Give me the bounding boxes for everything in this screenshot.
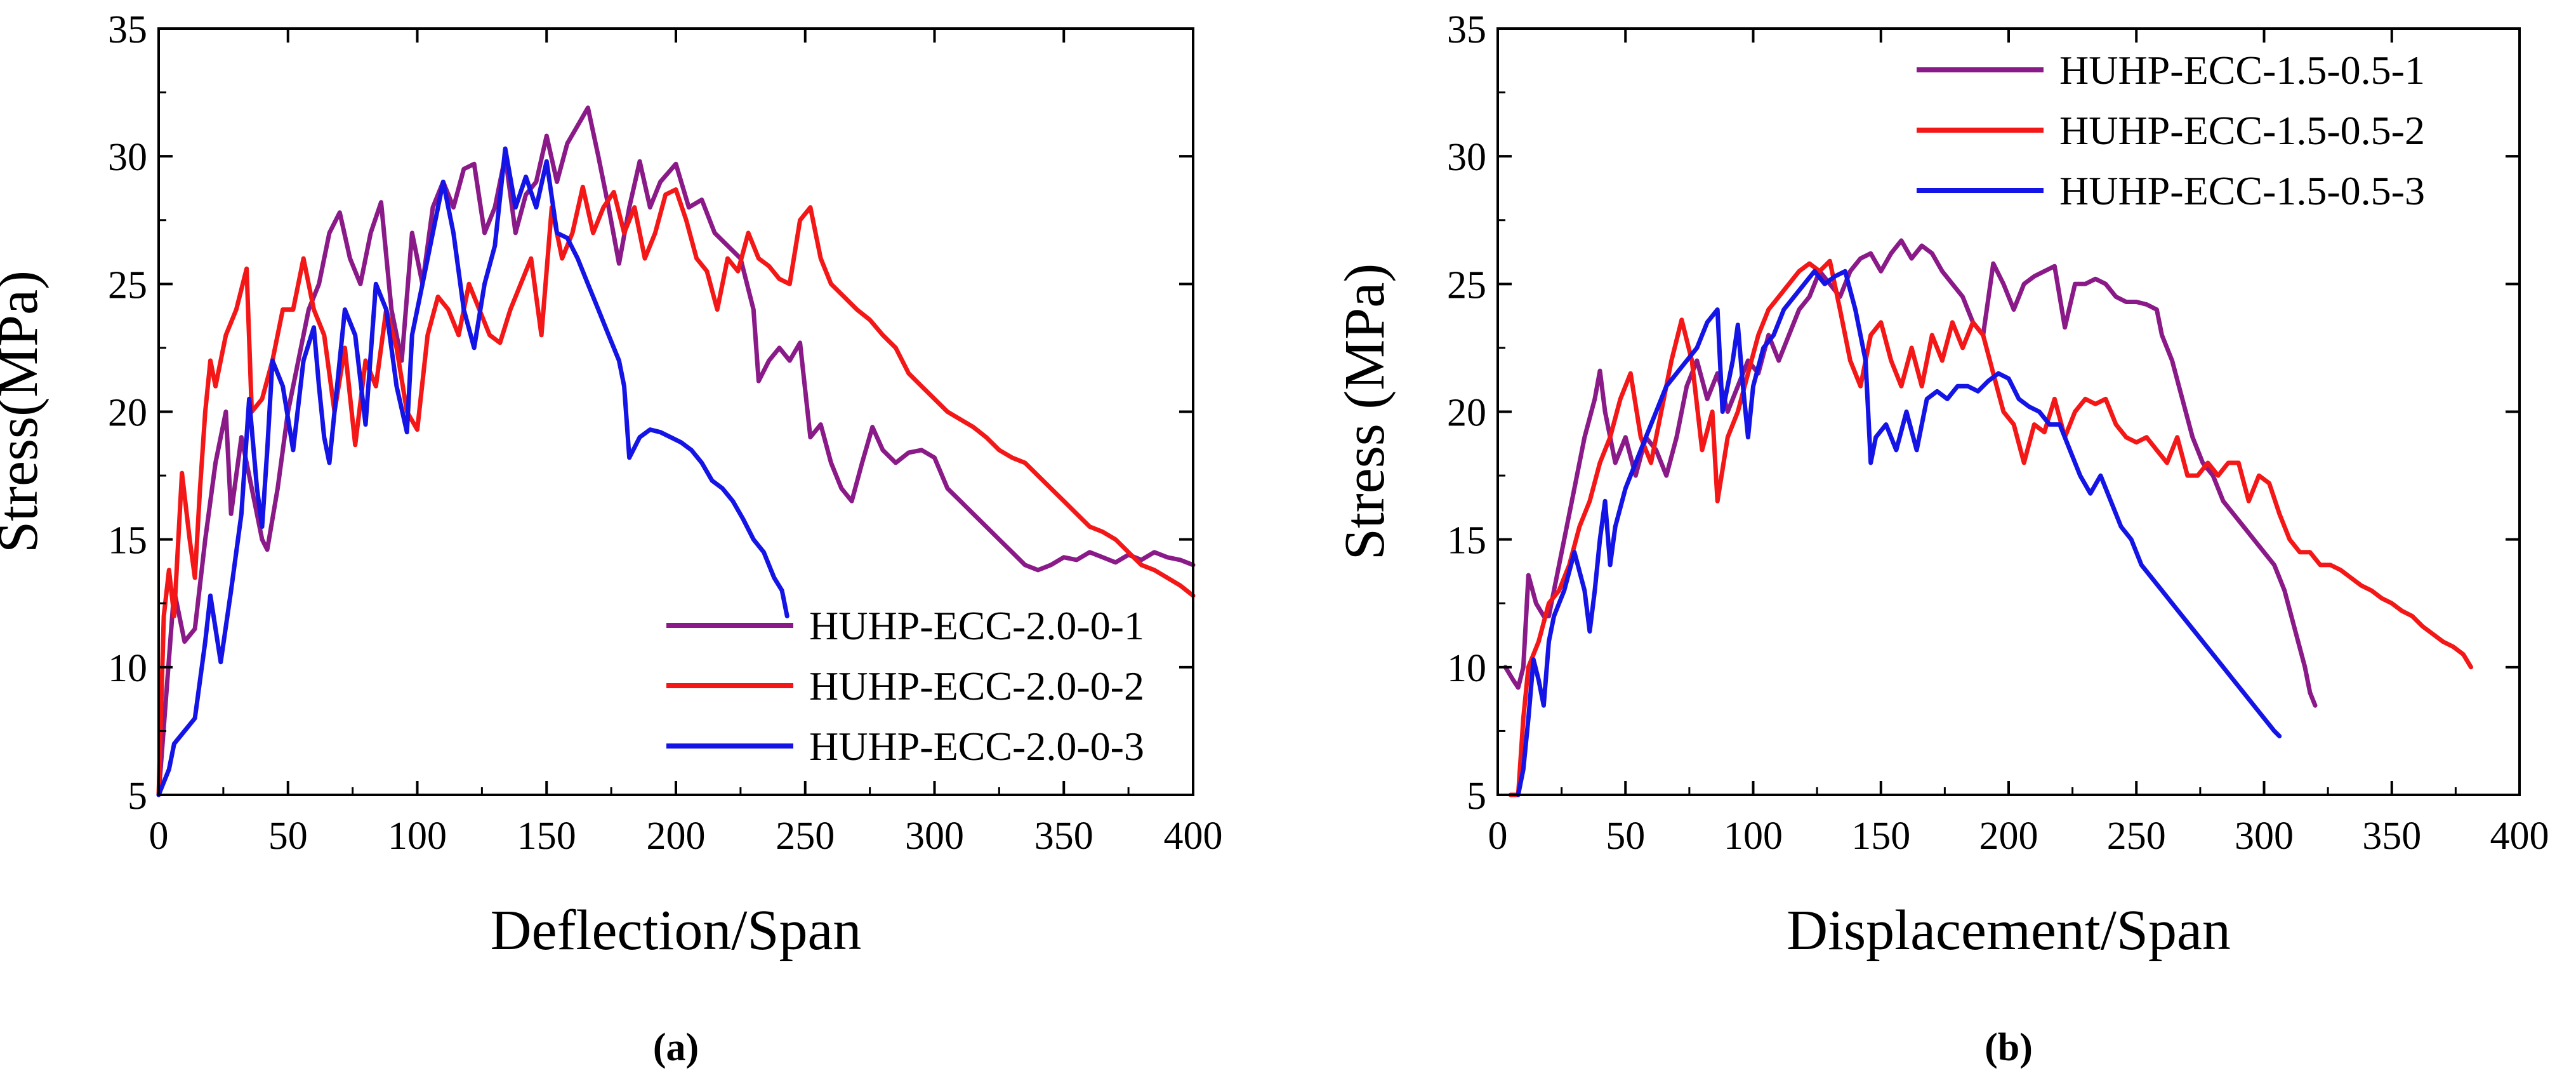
legend-label-1: HUHP-ECC-2.0-0-1 xyxy=(809,603,1144,648)
x-tick-label: 350 xyxy=(1034,815,1093,858)
x-tick-label: 300 xyxy=(905,815,964,858)
series-line-2 xyxy=(156,184,1196,797)
y-tick-label: 25 xyxy=(1447,263,1486,307)
legend-label-3: HUHP-ECC-1.5-0.5-3 xyxy=(2059,168,2425,213)
series-line-3 xyxy=(156,146,789,797)
x-tick-label: 100 xyxy=(388,815,447,858)
x-axis-label: Deflection/Span xyxy=(491,899,862,962)
series-line-1 xyxy=(156,105,1196,797)
x-tick-label: 200 xyxy=(1979,815,2038,858)
y-tick-label: 30 xyxy=(108,136,147,179)
y-tick-label: 35 xyxy=(108,8,147,51)
panel-label: (a) xyxy=(653,1026,699,1069)
legend-label-1: HUHP-ECC-1.5-0.5-1 xyxy=(2059,48,2425,93)
panel-label: (b) xyxy=(1985,1026,2033,1069)
y-axis-label: Stress (MPa) xyxy=(1333,263,1396,561)
y-tick-label: 30 xyxy=(1447,136,1486,179)
x-tick-label: 150 xyxy=(517,815,576,858)
y-tick-label: 10 xyxy=(108,647,147,690)
legend-label-2: HUHP-ECC-1.5-0.5-2 xyxy=(2059,108,2425,153)
legend-label-3: HUHP-ECC-2.0-0-3 xyxy=(809,724,1144,769)
x-tick-label: 0 xyxy=(149,815,169,858)
y-tick-label: 25 xyxy=(108,263,147,307)
legend-label-2: HUHP-ECC-2.0-0-2 xyxy=(809,663,1144,709)
x-tick-label: 150 xyxy=(1851,815,1910,858)
y-tick-label: 15 xyxy=(1447,519,1486,563)
x-tick-label: 100 xyxy=(1724,815,1783,858)
x-tick-label: 250 xyxy=(2107,815,2166,858)
x-tick-label: 250 xyxy=(776,815,835,858)
x-axis-label: Displacement/Span xyxy=(1787,899,2231,962)
y-tick-label: 15 xyxy=(108,519,147,563)
y-tick-label: 5 xyxy=(128,775,147,818)
x-tick-label: 200 xyxy=(647,815,706,858)
x-tick-label: 400 xyxy=(2490,815,2549,858)
x-tick-label: 300 xyxy=(2235,815,2294,858)
series-line-2 xyxy=(1508,258,2473,797)
x-tick-label: 350 xyxy=(2362,815,2421,858)
panel-b: 0 50 100 150 200 250 300 350 400 5 10 15 20 25 30 35 Dis… xyxy=(1333,8,2549,1069)
y-tick-label: 5 xyxy=(1467,775,1486,818)
x-tick-label: 0 xyxy=(1488,815,1508,858)
x-tick-label: 400 xyxy=(1164,815,1223,858)
y-tick-label: 35 xyxy=(1447,8,1486,51)
x-tick-label: 50 xyxy=(1606,815,1645,858)
y-axis-label: Stress(MPa) xyxy=(0,270,50,553)
y-tick-label: 20 xyxy=(108,392,147,435)
y-tick-label: 10 xyxy=(1447,647,1486,690)
series-line-1 xyxy=(1503,238,2318,708)
y-tick-label: 20 xyxy=(1447,392,1486,435)
panel-a: 0 50 100 150 200 250 300 350 400 5 10 15 20 25 30 35 Def… xyxy=(0,8,1223,1069)
x-tick-label: 50 xyxy=(268,815,308,858)
series-line-3 xyxy=(1516,269,2282,797)
